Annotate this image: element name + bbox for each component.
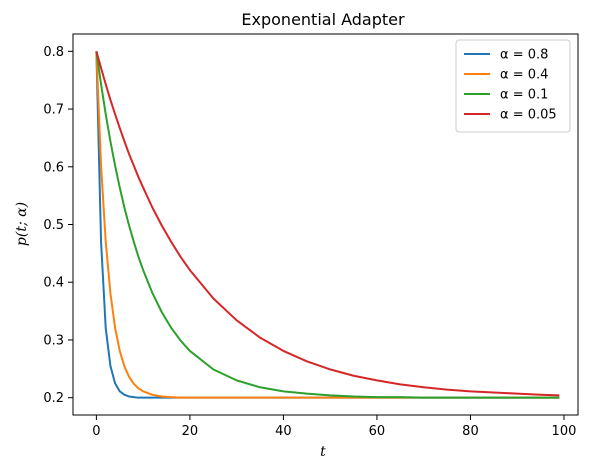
y-tick-label: 0.3 [43,333,64,348]
x-axis-label: t [320,444,326,460]
series-line-3 [95,51,560,399]
axes-group: 0 20 40 60 80 100 0.2 0.3 0.4 0.5 0.6 0.7 0.8 [43,33,579,439]
legend-label-1: α = 0.8 [500,48,548,63]
legend-label-2: α = 0.4 [500,68,548,83]
y-tick-label: 0.7 [43,103,64,118]
x-tick-label: 20 [182,424,199,439]
series-group [95,51,560,399]
y-axis-label: p(t; α) [14,202,30,246]
legend-label-3: α = 0.1 [500,88,548,103]
y-tick-label: 0.6 [43,160,64,175]
x-tick-label: 40 [275,424,292,439]
series-line-4 [95,51,560,397]
legend: α = 0.8 α = 0.4 α = 0.1 α = 0.05 [455,39,571,133]
x-tick-label: 100 [552,424,577,439]
y-tick-label: 0.5 [43,218,64,233]
x-tick-label: 80 [462,424,479,439]
y-tick-label: 0.8 [43,45,64,60]
x-tick-label: 60 [369,424,386,439]
legend-label-4: α = 0.05 [500,108,557,123]
y-tick-label: 0.4 [43,276,64,291]
y-tick-label: 0.2 [43,391,64,406]
legend-box [455,39,571,133]
chart-title: Exponential Adapter [241,10,405,29]
x-tick-label: 0 [92,424,100,439]
